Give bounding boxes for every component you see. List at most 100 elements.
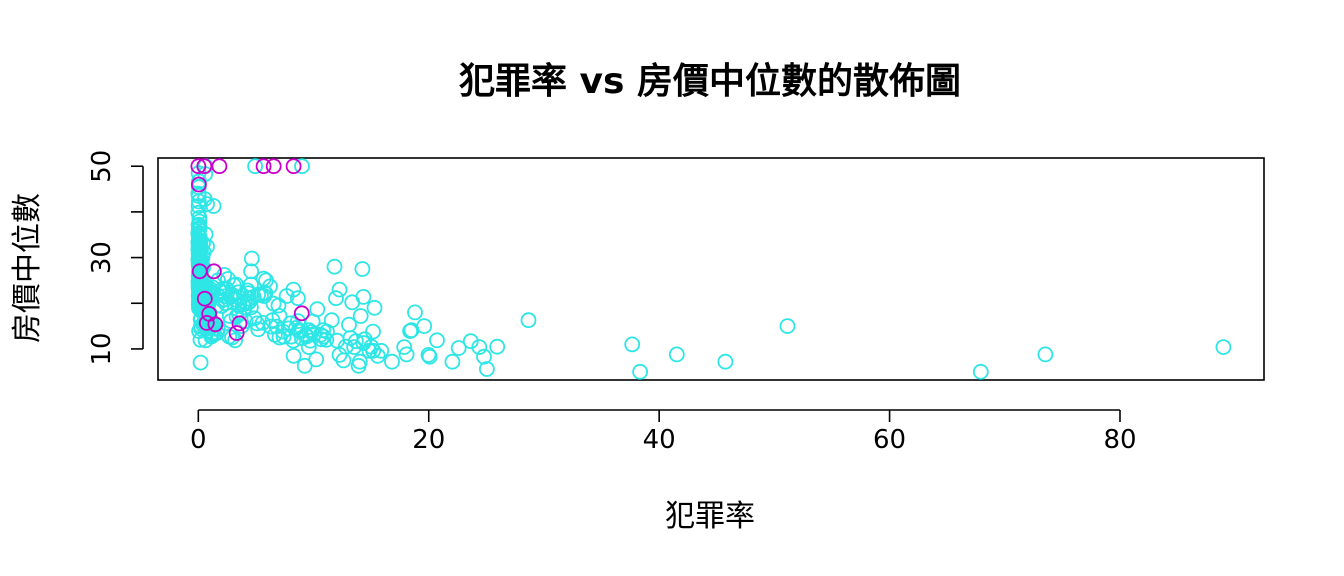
data-point (199, 196, 215, 213)
data-point (429, 332, 445, 349)
data-point (266, 326, 283, 343)
x-tick-label: 40 (643, 425, 676, 455)
data-points (190, 158, 1232, 380)
data-point (351, 353, 368, 370)
data-point (221, 328, 238, 345)
data-point (396, 339, 413, 356)
data-point (198, 320, 215, 337)
data-point (366, 299, 383, 316)
data-point (201, 305, 218, 322)
data-point (196, 158, 213, 175)
x-tick-label: 0 (190, 425, 207, 455)
data-point (190, 251, 207, 268)
data-point (421, 348, 438, 365)
data-point (252, 287, 269, 303)
data-point (384, 353, 400, 370)
y-tick-label: 50 (87, 150, 117, 183)
data-point (190, 176, 207, 193)
y-tick-label: 30 (87, 241, 117, 274)
y-axis-label: 房價中位數 (10, 193, 45, 343)
data-point (632, 363, 648, 380)
data-point (1037, 346, 1054, 363)
data-point (262, 318, 279, 335)
data-point (239, 295, 256, 312)
data-point (255, 158, 272, 175)
data-point (365, 342, 382, 359)
x-axis: 0 20 40 60 80 (190, 409, 1137, 455)
data-point (398, 346, 415, 363)
x-tick-label: 20 (412, 425, 445, 455)
data-point (294, 158, 310, 175)
data-point (420, 346, 437, 363)
x-tick-label: 60 (873, 425, 906, 455)
data-point (309, 301, 326, 318)
data-point (407, 304, 423, 321)
data-point (520, 312, 537, 329)
data-point (265, 295, 282, 312)
data-point (196, 290, 213, 307)
data-point (369, 347, 386, 364)
data-point (668, 346, 685, 363)
data-point (205, 198, 222, 214)
data-point (717, 353, 734, 370)
data-point (285, 158, 302, 175)
data-point (365, 323, 381, 340)
data-point (354, 261, 371, 277)
y-axis: 10 30 50 (87, 150, 144, 365)
data-point (190, 224, 207, 241)
plot-frame (157, 157, 1265, 381)
data-point (403, 322, 420, 339)
data-point (228, 325, 245, 341)
data-point (972, 363, 989, 380)
data-point (471, 339, 488, 356)
data-point (271, 308, 288, 324)
data-point (190, 204, 207, 221)
data-point (478, 361, 495, 377)
y-tick-label: 10 (87, 332, 117, 365)
data-point (190, 158, 207, 175)
data-point (198, 314, 215, 331)
data-point (489, 338, 506, 355)
data-point (450, 340, 467, 356)
data-point (331, 281, 348, 298)
data-point (289, 290, 306, 307)
data-point (293, 305, 310, 322)
data-point (352, 308, 369, 324)
data-point (254, 314, 271, 331)
data-point (191, 236, 207, 253)
data-point (361, 342, 378, 359)
data-point (225, 277, 242, 294)
data-point (247, 158, 264, 175)
data-point (300, 339, 317, 356)
data-point (462, 333, 479, 350)
chart-title: 犯罪率 vs 房價中位數的散佈圖 (459, 61, 961, 102)
data-point (243, 250, 260, 267)
x-axis-label: 犯罪率 (665, 499, 755, 534)
data-point (205, 263, 222, 280)
data-point (285, 281, 302, 298)
data-point (1215, 339, 1232, 356)
data-point (282, 315, 299, 332)
data-point (344, 294, 361, 311)
data-point (190, 232, 207, 249)
data-point (231, 315, 248, 332)
data-point (296, 357, 313, 374)
data-point (211, 158, 228, 175)
data-point (326, 258, 343, 275)
data-point (315, 328, 332, 345)
data-point (192, 354, 209, 371)
data-point (223, 288, 240, 305)
data-point (265, 158, 282, 175)
data-point (331, 346, 348, 363)
x-tick-label: 80 (1103, 425, 1136, 455)
data-point (236, 299, 253, 316)
data-point (779, 318, 796, 335)
data-point (476, 348, 492, 365)
data-point (312, 326, 329, 343)
data-point (318, 331, 335, 348)
data-point (243, 263, 260, 280)
data-point (262, 278, 278, 295)
data-point (285, 347, 302, 364)
data-point (342, 330, 359, 346)
